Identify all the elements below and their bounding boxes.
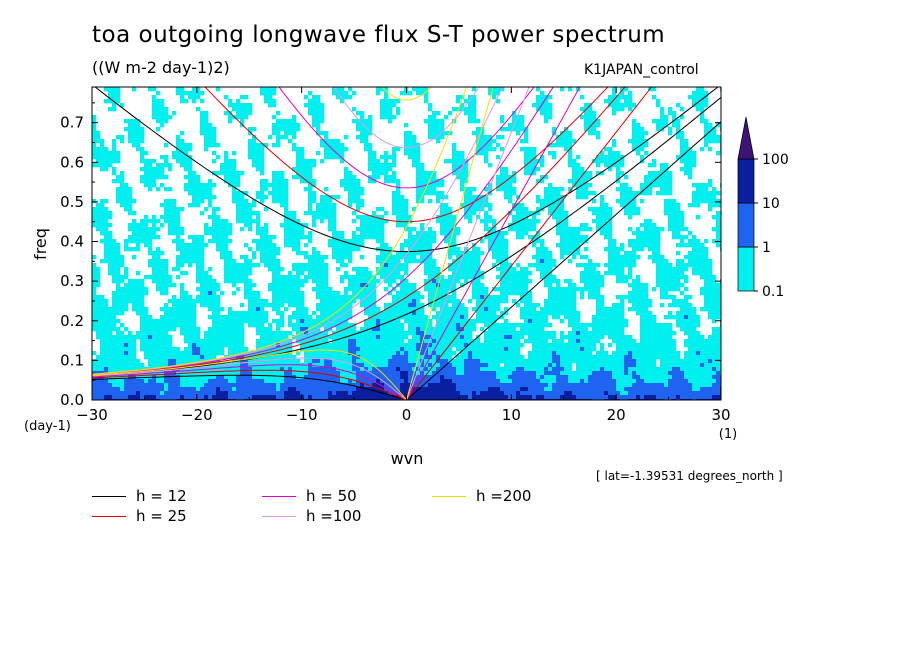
- colorbar-label: 10: [762, 196, 780, 212]
- x-tick-label: 0: [402, 406, 412, 424]
- dispersion-curves: [92, 87, 721, 400]
- y-unit-label: (day-1): [24, 419, 71, 434]
- y-tick-label: 0.6: [60, 153, 84, 171]
- y-tick-label: 0.4: [60, 233, 84, 251]
- legend-item-h100: h =100: [262, 507, 361, 525]
- x-tick-label: 20: [607, 406, 626, 424]
- x-axis-label: wvn: [391, 449, 424, 468]
- legend-swatch: [262, 516, 296, 517]
- legend-swatch: [432, 496, 466, 497]
- x-tick-label: −20: [181, 406, 213, 424]
- colorbar-label: 1: [762, 240, 771, 256]
- y-axis: 0.0 0.1 0.2 0.3 0.4 0.5 0.6 0.7 freq (day-1): [24, 102, 721, 434]
- y-tick-label: 0.1: [60, 351, 84, 369]
- y-tick-label: 0.3: [60, 272, 84, 290]
- chart-title: toa outgoing longwave flux S-T power spe…: [92, 22, 666, 48]
- legend-item-h200: h =200: [432, 487, 531, 505]
- latitude-note: [ lat=-1.39531 degrees_north ]: [596, 469, 783, 483]
- legend-item-h25: h = 25: [92, 507, 187, 525]
- x-tick-label: −10: [286, 406, 318, 424]
- y-tick-label: 0.7: [60, 114, 84, 132]
- y-tick-label: 0.5: [60, 193, 84, 211]
- y-axis-label: freq: [31, 228, 50, 260]
- colorbar-label: 100: [762, 152, 789, 168]
- legend-swatch: [92, 496, 126, 497]
- power-spectrum-field: [92, 87, 721, 400]
- legend-swatch: [262, 496, 296, 497]
- legend-item-h50: h = 50: [262, 487, 357, 505]
- x-axis: −30 −20 −10 0 10 20 30 wvn (1): [76, 87, 737, 468]
- colorbar-segment: [737, 158, 755, 204]
- colorbar-segment: [737, 246, 755, 292]
- x-tick-label: 10: [502, 406, 521, 424]
- x-tick-label: 30: [711, 406, 730, 424]
- colorbar-extend-arrow: [737, 116, 755, 160]
- legend-swatch: [92, 516, 126, 517]
- colorbar-segment: [737, 202, 755, 248]
- x-tick-label: −30: [76, 406, 108, 424]
- experiment-label: K1JAPAN_control: [584, 62, 699, 78]
- x-unit-label: (1): [719, 427, 737, 442]
- legend-item-h12: h = 12: [92, 487, 187, 505]
- chart-units: ((W m-2 day-1)2): [92, 58, 230, 77]
- y-tick-label: 0.2: [60, 312, 84, 330]
- y-tick-label: 0.0: [60, 391, 84, 409]
- colorbar: 0.1 1 10 100: [737, 116, 789, 300]
- colorbar-label: 0.1: [762, 284, 784, 300]
